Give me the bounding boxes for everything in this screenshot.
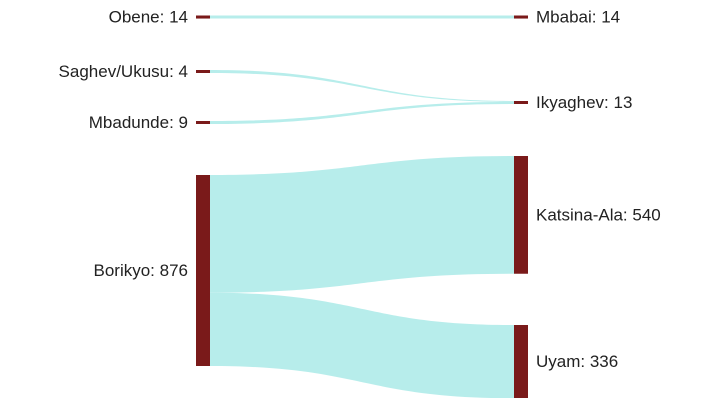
sankey-labels: Obene: 14 Saghev/Ukusu: 4 Mbadunde: 9 Borik… (59, 8, 661, 372)
label-ikyaghev: Ikyaghev: 13 (536, 93, 632, 112)
label-borikyo: Borikyo: 876 (94, 261, 189, 280)
label-mbadunde: Mbadunde: 9 (89, 113, 188, 132)
link-borikyo-to-katsina-ala (210, 156, 514, 293)
node-katsina-ala (514, 156, 528, 274)
label-obene: Obene: 14 (109, 8, 188, 27)
label-saghev-ukusu: Saghev/Ukusu: 4 (59, 62, 188, 81)
node-mbabai (514, 15, 528, 19)
label-katsina-ala: Katsina-Ala: 540 (536, 205, 661, 224)
node-borikyo (196, 175, 210, 366)
node-mbadunde (196, 121, 210, 124)
sankey-nodes (196, 15, 528, 398)
node-uyam (514, 325, 528, 398)
link-mbadunde-to-ikyaghev (210, 101, 514, 124)
link-obene-to-mbabai (210, 15, 514, 19)
node-ikyaghev (514, 101, 528, 104)
link-borikyo-to-uyam (210, 292, 514, 398)
link-saghev-ukusu-to-ikyaghev (210, 70, 514, 102)
sankey-links (210, 15, 514, 398)
node-saghev-ukusu (196, 70, 210, 73)
label-mbabai: Mbabai: 14 (536, 8, 620, 27)
label-uyam: Uyam: 336 (536, 352, 618, 371)
node-obene (196, 15, 210, 19)
